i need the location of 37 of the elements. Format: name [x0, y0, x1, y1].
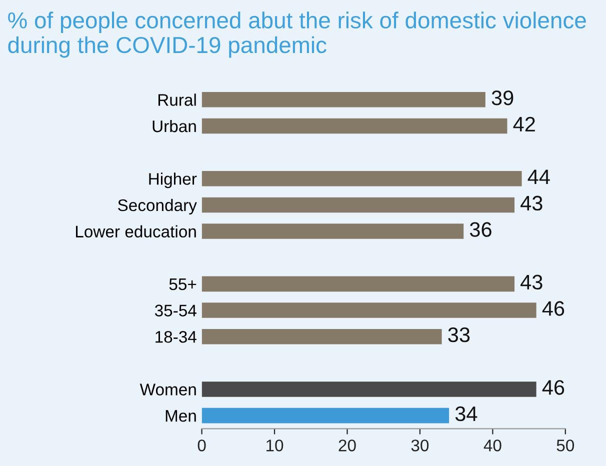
bar — [202, 302, 536, 318]
x-tick-label: 20 — [338, 440, 356, 452]
y-tick-label: Women — [140, 384, 196, 396]
data-label: 36 — [470, 222, 492, 237]
x-tick-label: 0 — [198, 440, 206, 452]
data-label: 42 — [513, 116, 535, 132]
chart-title: % of people concerned abut the risk of domestic violence during the COVID-19 pandemic — [8, 12, 586, 58]
bar — [202, 224, 464, 239]
y-tick-label: 18-34 — [156, 330, 196, 343]
data-label: 39 — [492, 90, 514, 106]
bar — [202, 408, 450, 424]
x-tick-label: 50 — [556, 440, 574, 452]
data-label: 46 — [542, 301, 564, 316]
data-label: 43 — [520, 274, 542, 290]
y-tick-label: Lower education — [76, 225, 196, 238]
y-tick-label: Higher — [149, 172, 197, 188]
bar — [202, 382, 536, 397]
data-label: 43 — [520, 196, 542, 211]
x-tick-label: 40 — [484, 440, 502, 452]
x-tick-label: 10 — [266, 440, 284, 452]
y-tick-label: Rural — [158, 94, 196, 106]
bar — [202, 171, 522, 186]
y-tick-label: Urban — [152, 120, 196, 132]
bar — [202, 118, 508, 134]
y-tick-label: 55+ — [169, 278, 196, 290]
bar — [202, 197, 514, 213]
data-label: 34 — [455, 406, 478, 422]
y-tick-label: Secondary — [118, 198, 197, 214]
bar — [202, 92, 486, 108]
data-label: 44 — [528, 170, 550, 184]
bar — [202, 276, 514, 292]
y-tick-label: Men — [166, 410, 196, 422]
x-tick-label: 30 — [411, 440, 429, 452]
bar — [202, 328, 442, 344]
data-label: 46 — [542, 380, 564, 395]
y-tick-label: 35-54 — [154, 304, 196, 316]
data-label: 33 — [448, 327, 470, 342]
